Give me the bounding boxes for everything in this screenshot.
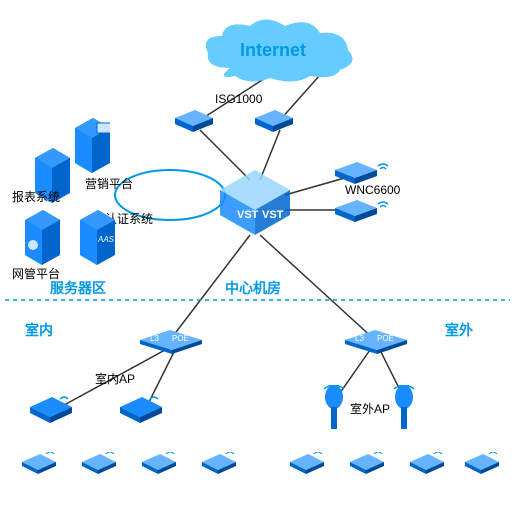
client-7 [410,452,444,476]
client-5 [290,452,324,476]
isg-left-device [175,110,213,132]
indoor-ap-label: 室内AP [95,370,135,387]
server-zone-label: 服务器区 [50,278,106,298]
svg-text:POE: POE [172,334,189,343]
server-nms [25,210,60,265]
client-8 [465,452,499,476]
server-marketing [75,118,110,173]
outdoor-ap-2 [390,385,418,435]
client-1 [22,452,56,476]
svg-text:POE: POE [377,334,394,343]
switch-indoor: L3 POE [140,330,202,354]
report-label: 报表系统 [12,188,60,205]
switch-outdoor: L3 POE [345,330,407,354]
outdoor-ap-1 [320,385,348,435]
client-2 [82,452,116,476]
svg-text:VST: VST [237,209,259,221]
internet-label: Internet [240,40,306,61]
isg-right-device [255,110,293,132]
server-aas: AAS [80,210,115,265]
svg-text:L3: L3 [150,334,159,343]
indoor-ap-1 [30,395,72,423]
indoor-label: 室内 [25,320,53,340]
marketing-label: 营销平台 [85,175,133,192]
svg-text:VST: VST [262,209,284,221]
client-4 [202,452,236,476]
svg-text:AAS: AAS [97,235,115,244]
diagram-canvas: Internet ISG1000 VST VST WNC6600 营销平台 报表… [0,0,516,516]
vst-core-switch: VST VST [220,170,290,235]
client-3 [142,452,176,476]
outdoor-label: 室外 [445,320,473,340]
wnc-bottom-device [335,198,390,226]
center-room-label: 中心机房 [225,278,281,298]
indoor-ap-2 [120,395,162,423]
isg-label: ISG1000 [215,92,262,106]
wnc-label: WNC6600 [345,183,400,197]
outdoor-ap-label: 室外AP [350,400,390,417]
svg-text:L3: L3 [355,334,364,343]
client-6 [350,452,384,476]
